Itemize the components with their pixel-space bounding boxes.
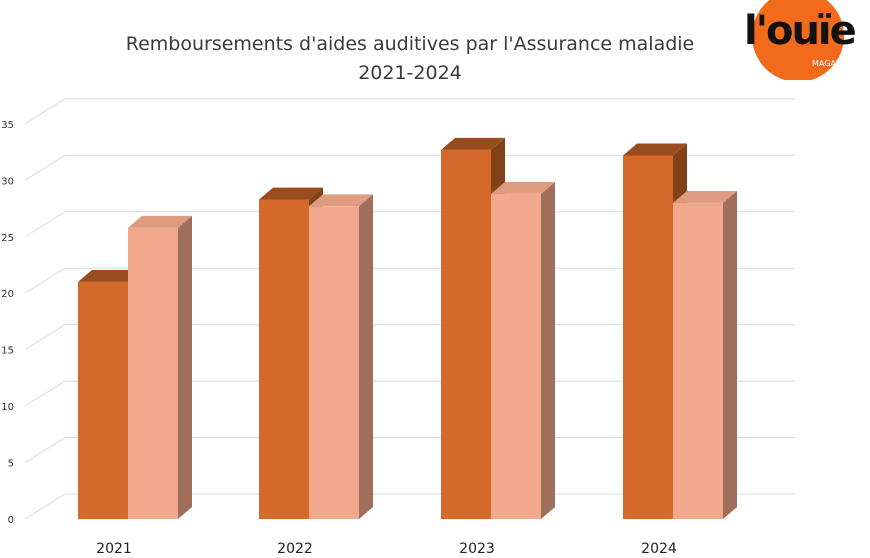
y-tick-label: 5 bbox=[8, 459, 14, 470]
y-tick-label: 20 bbox=[1, 289, 14, 300]
bar-2023-s2 bbox=[491, 181, 555, 519]
bar-top bbox=[309, 194, 373, 207]
bar-2021-s2 bbox=[128, 215, 192, 519]
bar-2024-s2 bbox=[673, 190, 737, 520]
bar-front bbox=[309, 206, 359, 519]
gridline-slant bbox=[24, 437, 66, 463]
bar-side bbox=[541, 181, 555, 519]
bar-front bbox=[128, 227, 178, 519]
bar-top bbox=[78, 270, 142, 282]
bar-side bbox=[359, 194, 373, 519]
x-tick-label: 2024 bbox=[641, 541, 677, 557]
bar-side bbox=[723, 190, 737, 520]
gridline-slant bbox=[24, 98, 66, 125]
gridline-slant bbox=[24, 324, 66, 351]
x-tick-label: 2021 bbox=[96, 541, 132, 557]
y-tick-label: 25 bbox=[1, 233, 14, 244]
bar-front bbox=[441, 149, 491, 519]
chart-title-line1: Remboursements d'aides auditives par l'A… bbox=[125, 33, 695, 55]
bar-top bbox=[128, 215, 192, 228]
bar-front bbox=[259, 199, 309, 520]
bar-2022-s2 bbox=[309, 194, 373, 519]
gridline-slant bbox=[24, 380, 66, 407]
bar-top bbox=[623, 143, 687, 156]
y-tick-label: 10 bbox=[1, 402, 14, 413]
bar-front bbox=[623, 155, 673, 519]
logo-word: l'ouïe bbox=[744, 8, 856, 54]
gridline-slant bbox=[24, 154, 66, 181]
y-tick-label: 0 bbox=[8, 515, 14, 526]
bar-top bbox=[441, 137, 505, 150]
y-tick-label: 35 bbox=[1, 120, 14, 131]
gridline-slant bbox=[24, 267, 66, 294]
bar-front bbox=[78, 281, 128, 519]
y-tick-label: 15 bbox=[1, 346, 14, 357]
bar-front bbox=[491, 193, 541, 519]
x-tick-label: 2022 bbox=[277, 541, 313, 557]
logo-sub: MAGAZINE bbox=[812, 59, 855, 68]
gridline-slant bbox=[24, 493, 66, 520]
brand-logo: l'ouïe MAGAZINE bbox=[744, 0, 858, 80]
y-tick-label: 30 bbox=[1, 176, 14, 187]
bar-top bbox=[259, 187, 323, 200]
bar-side bbox=[178, 215, 192, 519]
bar-top bbox=[491, 181, 555, 194]
x-tick-label: 2023 bbox=[459, 541, 495, 557]
chart-title-line2: 2021-2024 bbox=[358, 62, 462, 84]
chart-title: Remboursements d'aides auditives par l'A… bbox=[0, 30, 820, 88]
logo-circle bbox=[752, 0, 844, 80]
bar-front bbox=[673, 202, 723, 519]
bar-top bbox=[673, 190, 737, 203]
gridline-slant bbox=[24, 211, 66, 238]
